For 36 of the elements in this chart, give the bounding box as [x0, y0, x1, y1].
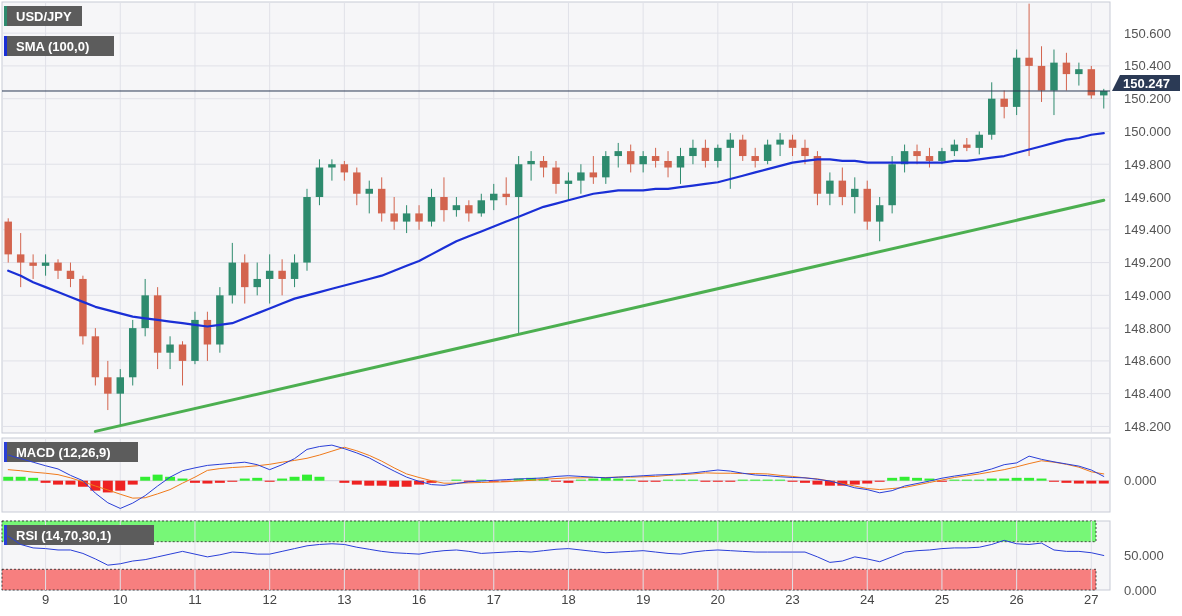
title-badge: RSI (14,70,30,1) [4, 525, 154, 545]
x-tick-label: 16 [411, 592, 427, 607]
x-tick-label: 23 [785, 592, 800, 607]
x-tick-label: 24 [860, 592, 875, 607]
y-tick-label: 149.000 [1124, 287, 1171, 303]
title-badge: MACD (12,26,9) [4, 442, 138, 462]
x-tick-label: 13 [337, 592, 352, 607]
x-tick-label: 9 [41, 592, 50, 607]
y-tick-label: 149.600 [1124, 189, 1171, 205]
x-tick-label: 11 [188, 592, 202, 607]
y-tick-label: 150.200 [1124, 91, 1171, 107]
y-tick-label: 148.200 [1124, 418, 1171, 434]
y-tick-label: 148.800 [1124, 320, 1171, 336]
x-tick-label: 19 [635, 592, 651, 607]
y-tick-label: 0.000 [1124, 582, 1157, 598]
y-tick-label: 50.000 [1124, 548, 1164, 564]
ref-line-label: 150.247 [1123, 75, 1170, 91]
legend-label: USD/JPY [16, 8, 72, 24]
x-tick-label: 26 [1009, 592, 1024, 607]
y-tick-label: 150.400 [1124, 58, 1171, 74]
y-tick-label: 149.800 [1124, 156, 1171, 172]
x-tick-label: 17 [486, 592, 501, 607]
x-tick-label: 27 [1084, 592, 1099, 607]
x-tick-label: 25 [934, 592, 950, 607]
x-tick-label: 18 [561, 592, 576, 607]
y-tick-label: 148.600 [1124, 353, 1171, 369]
x-tick-label: 12 [262, 592, 277, 607]
chart-title: MACD (12,26,9) [16, 444, 111, 460]
legend-label: SMA (100,0) [16, 38, 90, 54]
x-tick-label: 20 [710, 592, 726, 607]
y-tick-label: 149.400 [1124, 222, 1171, 238]
y-tick-label: 149.200 [1124, 255, 1171, 271]
y-tick-label: 148.400 [1124, 386, 1171, 402]
y-tick-label: 150.000 [1124, 124, 1171, 140]
x-tick-label: 10 [113, 592, 128, 607]
y-tick-label: 150.600 [1124, 25, 1171, 41]
